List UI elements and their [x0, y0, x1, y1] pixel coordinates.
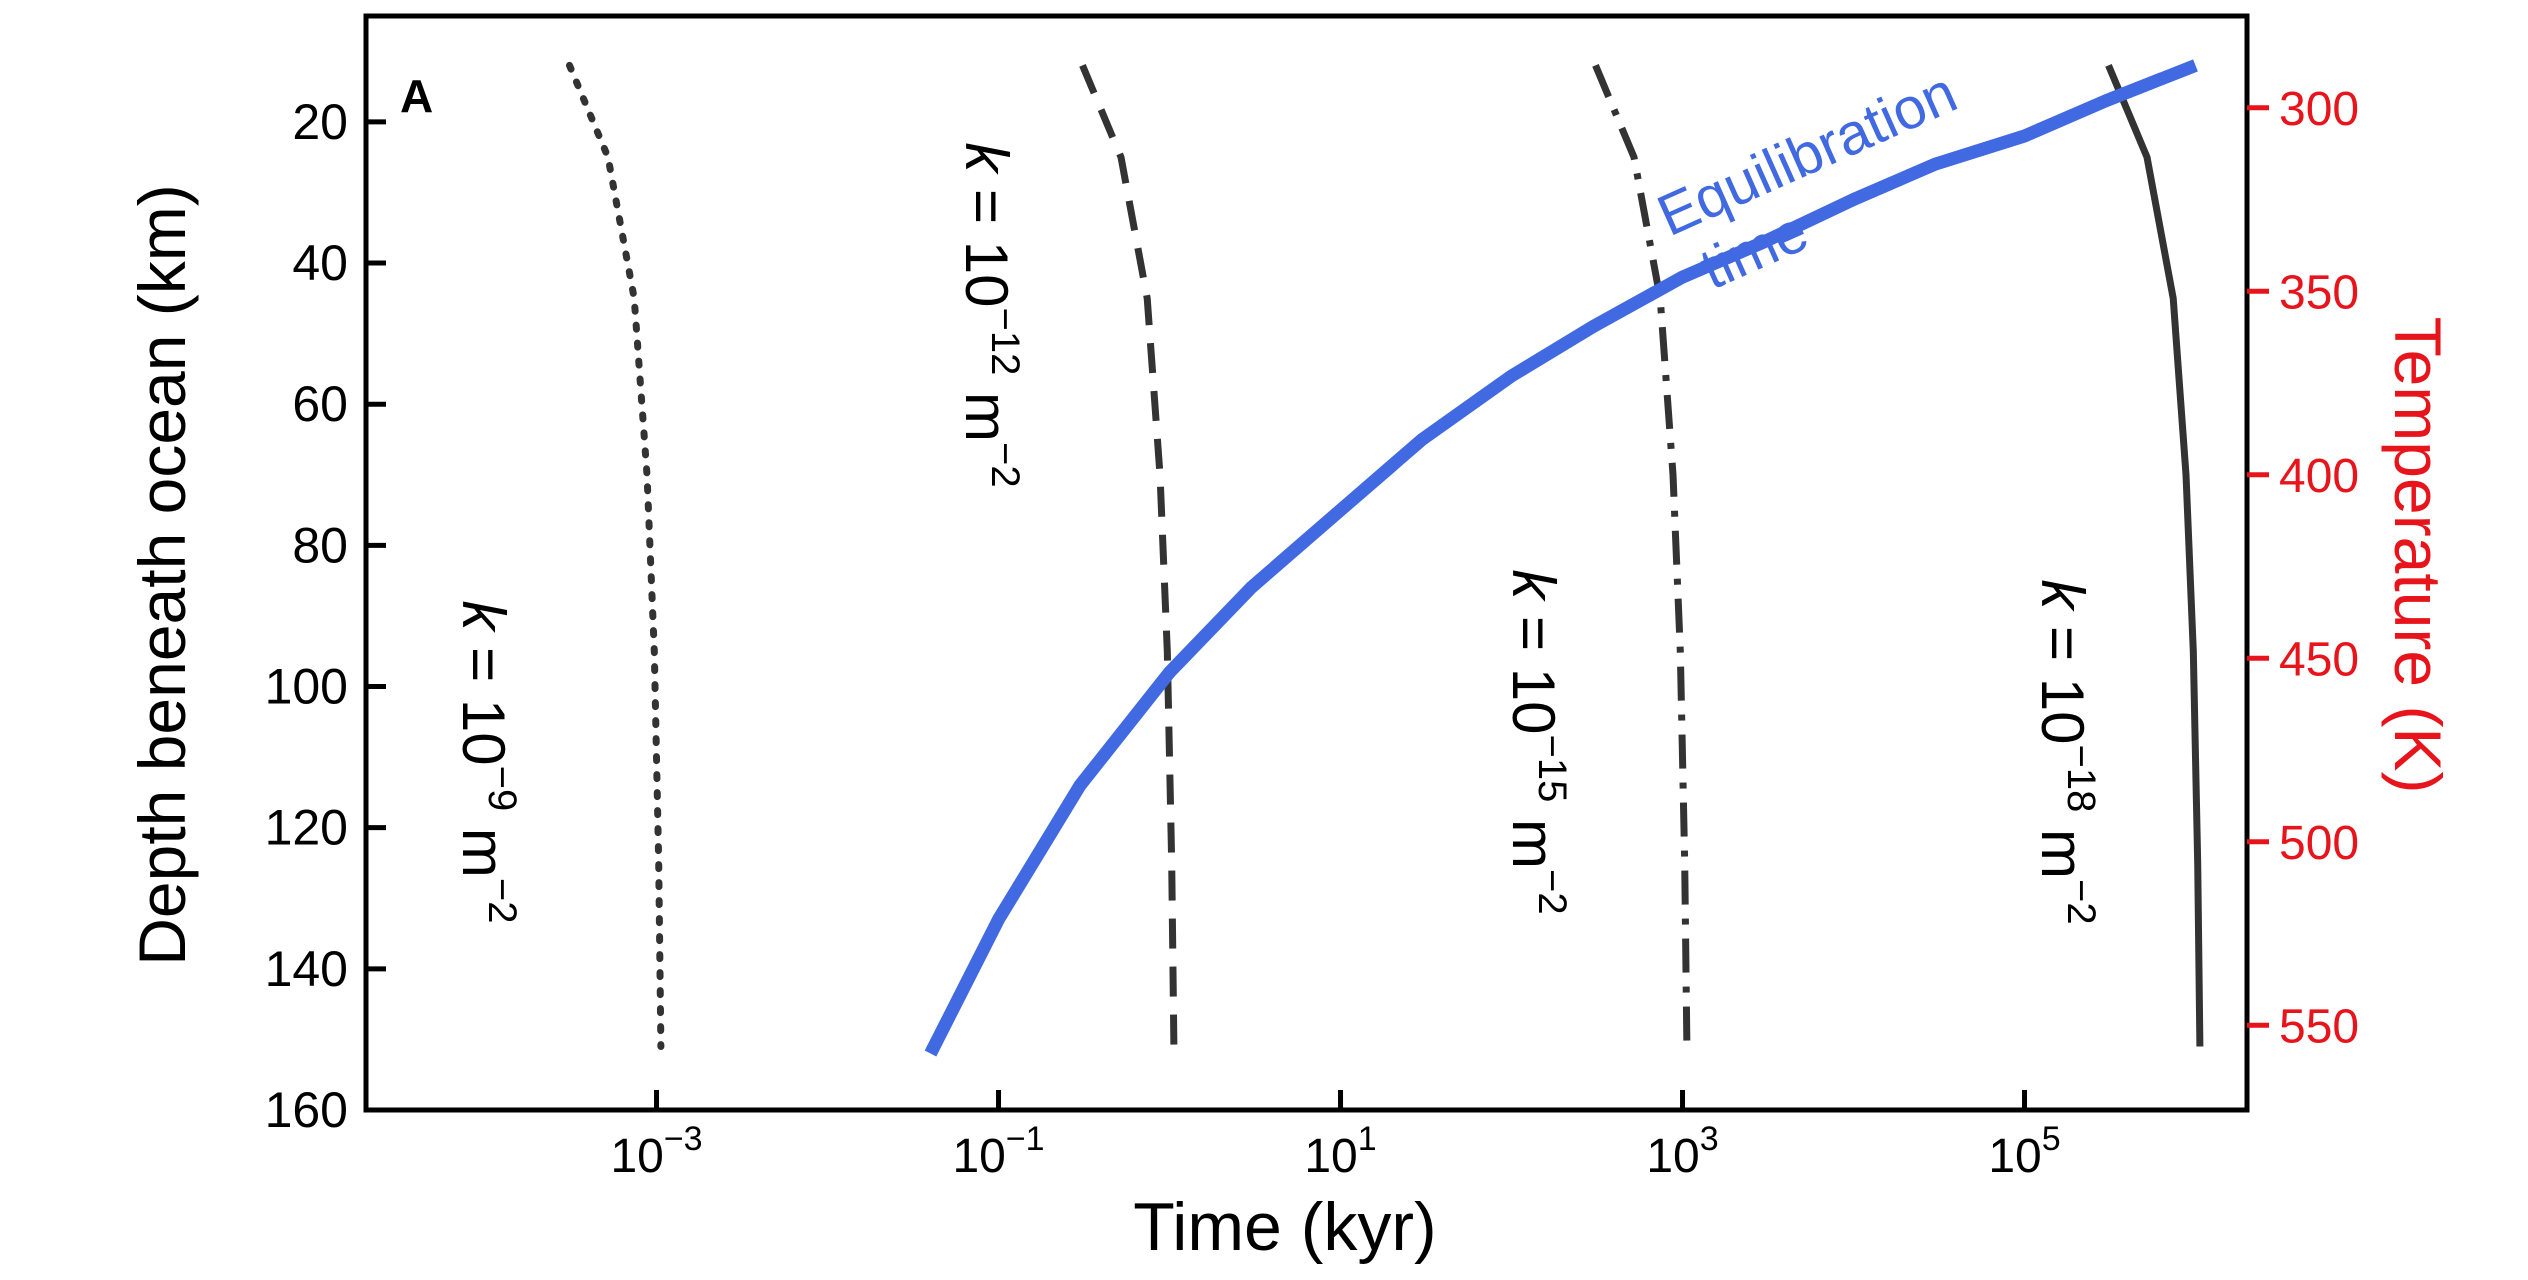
y-axis-label: Depth beneath ocean (km)	[125, 184, 199, 965]
series-line-3	[2105, 64, 2204, 1047]
curve-label-2: k = 10−15 m−2	[1500, 569, 1574, 914]
x-tick-label-1: 10−1	[952, 1120, 1044, 1183]
series-line-1	[1079, 64, 1178, 1047]
plot-frame	[363, 13, 2250, 1113]
curve-label-0: k = 10−9 m−2	[450, 601, 524, 924]
y-tick-label-0: 20	[292, 94, 348, 150]
x-tick-label-4: 105	[1988, 1120, 2060, 1183]
x-tick-label-0: 10−3	[610, 1120, 702, 1183]
panel-label: A	[400, 70, 433, 122]
y-tick-label-4: 100	[265, 659, 348, 715]
y-tick-label-3: 80	[292, 517, 348, 573]
y2-tick-label-0: 300	[2279, 83, 2359, 136]
y2-tick-label-1: 350	[2279, 266, 2359, 319]
x-tick-label-3: 103	[1646, 1120, 1718, 1183]
curve-label-1: k = 10−12 m−2	[953, 142, 1027, 487]
y2-tick-label-2: 400	[2279, 450, 2359, 503]
y2-axis-label: Temperature (K)	[2381, 317, 2455, 794]
x-tick-label-2: 101	[1304, 1120, 1376, 1183]
y-tick-label-6: 140	[265, 941, 348, 997]
curve-labels: k = 10−9 m−2 k = 10−12 m−2 k = 10−15 m−2 k …	[450, 60, 2103, 925]
y-tick-label-5: 120	[265, 800, 348, 856]
y2-tick-label-3: 450	[2279, 633, 2359, 686]
series-line-2	[1592, 64, 1691, 1047]
y-tick-label-1: 40	[292, 235, 348, 291]
series-layer	[566, 59, 2204, 1057]
series-line-4	[924, 59, 2198, 1057]
y-tick-label-2: 60	[292, 376, 348, 432]
y2-tick-label-5: 550	[2279, 1000, 2359, 1053]
series-line-0	[566, 61, 665, 1050]
x-axis-label: Time (kyr)	[1133, 1189, 1436, 1265]
y2-tick-label-4: 500	[2279, 817, 2359, 870]
curve-label-3: k = 10−18 m−2	[2029, 579, 2103, 924]
axes: 10−3 10−1 101 103 105 20 40 60 80 100 120 140 160 300…	[265, 83, 2360, 1183]
y-tick-label-7: 160	[265, 1082, 348, 1138]
